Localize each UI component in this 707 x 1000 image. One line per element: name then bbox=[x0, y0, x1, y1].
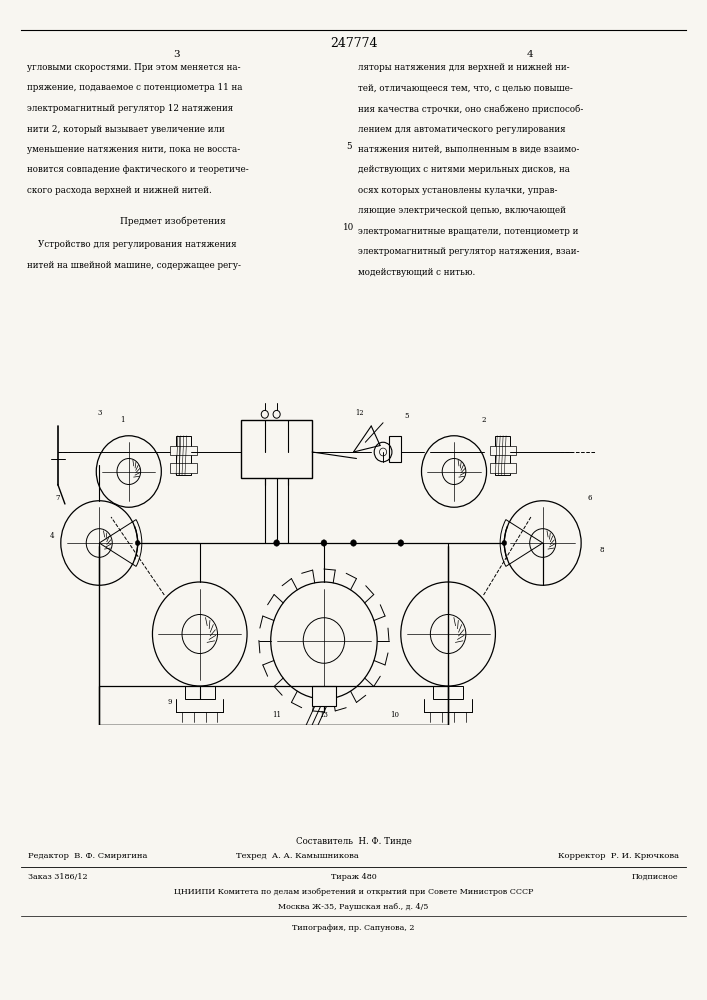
Text: 247774: 247774 bbox=[329, 37, 378, 50]
Bar bbox=[312, 686, 336, 706]
Bar bbox=[99, 686, 448, 725]
Text: 11: 11 bbox=[272, 711, 281, 719]
Text: 3: 3 bbox=[97, 409, 101, 417]
Circle shape bbox=[398, 540, 404, 546]
Text: Корректор  Р. И. Крючкова: Корректор Р. И. Крючкова bbox=[558, 852, 679, 860]
Text: нити 2, который вызывает увеличение или: нити 2, который вызывает увеличение или bbox=[27, 124, 225, 133]
Text: 8: 8 bbox=[600, 546, 604, 554]
Text: 4: 4 bbox=[49, 532, 54, 540]
Text: Тираж 480: Тираж 480 bbox=[331, 873, 376, 881]
Text: ляторы натяжения для верхней и нижней ни-: ляторы натяжения для верхней и нижней ни… bbox=[358, 63, 570, 72]
Text: ляющие электрической цепью, включающей: ляющие электрической цепью, включающей bbox=[358, 206, 566, 215]
Text: тей, отличающееся тем, что, с целью повыше-: тей, отличающееся тем, что, с целью повы… bbox=[358, 83, 573, 92]
Text: натяжения нитей, выполненным в виде взаимо-: натяжения нитей, выполненным в виде взаи… bbox=[358, 145, 580, 154]
Bar bbox=[496, 436, 510, 475]
Text: 13: 13 bbox=[320, 711, 328, 719]
Text: электромагнитный регулятор натяжения, взаи-: электромагнитный регулятор натяжения, вз… bbox=[358, 247, 580, 256]
Text: Москва Ж-35, Раушская наб., д. 4/5: Москва Ж-35, Раушская наб., д. 4/5 bbox=[279, 903, 428, 911]
Text: электромагнитный регулятор 12 натяжения: электромагнитный регулятор 12 натяжения bbox=[27, 104, 233, 113]
Bar bbox=[389, 436, 401, 462]
Text: электромагнитные вращатели, потенциометр и: электромагнитные вращатели, потенциометр… bbox=[358, 227, 579, 236]
Circle shape bbox=[321, 540, 327, 546]
Text: Предмет изобретения: Предмет изобретения bbox=[120, 216, 226, 226]
Text: уменьшение натяжения нити, пока не восста-: уменьшение натяжения нити, пока не восст… bbox=[27, 145, 240, 154]
Text: угловыми скоростями. При этом меняется на-: угловыми скоростями. При этом меняется н… bbox=[27, 63, 240, 72]
Bar bbox=[489, 463, 516, 473]
Text: Заказ 3186/12: Заказ 3186/12 bbox=[28, 873, 88, 881]
Text: 2: 2 bbox=[481, 416, 486, 424]
Text: 10: 10 bbox=[390, 711, 399, 719]
Text: Редактор  В. Ф. Смирягина: Редактор В. Ф. Смирягина bbox=[28, 852, 148, 860]
Text: 10: 10 bbox=[343, 223, 354, 232]
Text: 5: 5 bbox=[346, 142, 351, 151]
Bar bbox=[170, 446, 197, 455]
Text: ЦНИИПИ Комитета по делам изобретений и открытий при Совете Министров СССР: ЦНИИПИ Комитета по делам изобретений и о… bbox=[174, 888, 533, 896]
Text: 5: 5 bbox=[404, 412, 409, 420]
Text: действующих с нитями мерильных дисков, на: действующих с нитями мерильных дисков, н… bbox=[358, 165, 571, 174]
Bar bbox=[433, 686, 463, 699]
Bar bbox=[241, 420, 312, 478]
Circle shape bbox=[502, 540, 507, 546]
Text: Подписное: Подписное bbox=[632, 873, 679, 881]
Text: Устройство для регулирования натяжения: Устройство для регулирования натяжения bbox=[27, 240, 236, 249]
Bar bbox=[489, 446, 516, 455]
Text: новится совпадение фактического и теоретиче-: новится совпадение фактического и теорет… bbox=[27, 165, 249, 174]
Text: 7: 7 bbox=[56, 493, 60, 502]
Text: пряжение, подаваемое с потенциометра 11 на: пряжение, подаваемое с потенциометра 11 … bbox=[27, 83, 243, 92]
Bar bbox=[185, 686, 214, 699]
Text: 9: 9 bbox=[168, 698, 173, 706]
Text: 4: 4 bbox=[527, 50, 534, 59]
Text: ния качества строчки, оно снабжено приспособ-: ния качества строчки, оно снабжено присп… bbox=[358, 104, 584, 113]
Text: модействующий с нитью.: модействующий с нитью. bbox=[358, 268, 476, 277]
Text: 6: 6 bbox=[588, 493, 592, 502]
Circle shape bbox=[351, 540, 356, 546]
Text: Техред  А. А. Камышникова: Техред А. А. Камышникова bbox=[235, 852, 358, 860]
Text: Составитель  Н. Ф. Тинде: Составитель Н. Ф. Тинде bbox=[296, 837, 411, 846]
Text: 1: 1 bbox=[121, 416, 125, 424]
Text: Типография, пр. Сапунова, 2: Типография, пр. Сапунова, 2 bbox=[292, 924, 415, 932]
Text: лением для автоматического регулирования: лением для автоматического регулирования bbox=[358, 124, 566, 133]
Text: 3: 3 bbox=[173, 50, 180, 59]
Text: 12: 12 bbox=[355, 409, 363, 417]
Bar bbox=[176, 436, 191, 475]
Text: нитей на швейной машине, содержащее регу-: нитей на швейной машине, содержащее регу… bbox=[27, 260, 241, 269]
Text: осях которых установлены кулачки, управ-: осях которых установлены кулачки, управ- bbox=[358, 186, 558, 195]
Text: ского расхода верхней и нижней нитей.: ского расхода верхней и нижней нитей. bbox=[27, 186, 211, 195]
Bar bbox=[170, 463, 197, 473]
Circle shape bbox=[274, 540, 279, 546]
Circle shape bbox=[135, 540, 140, 546]
